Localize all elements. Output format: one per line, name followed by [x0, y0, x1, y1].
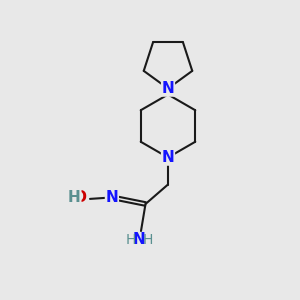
Text: N: N — [162, 150, 174, 165]
Text: H: H — [68, 190, 81, 205]
Text: N: N — [162, 81, 174, 96]
Text: H: H — [142, 233, 153, 247]
Text: H: H — [125, 233, 136, 247]
Text: O: O — [74, 190, 86, 206]
Text: N: N — [106, 190, 118, 205]
Text: N: N — [132, 232, 145, 247]
